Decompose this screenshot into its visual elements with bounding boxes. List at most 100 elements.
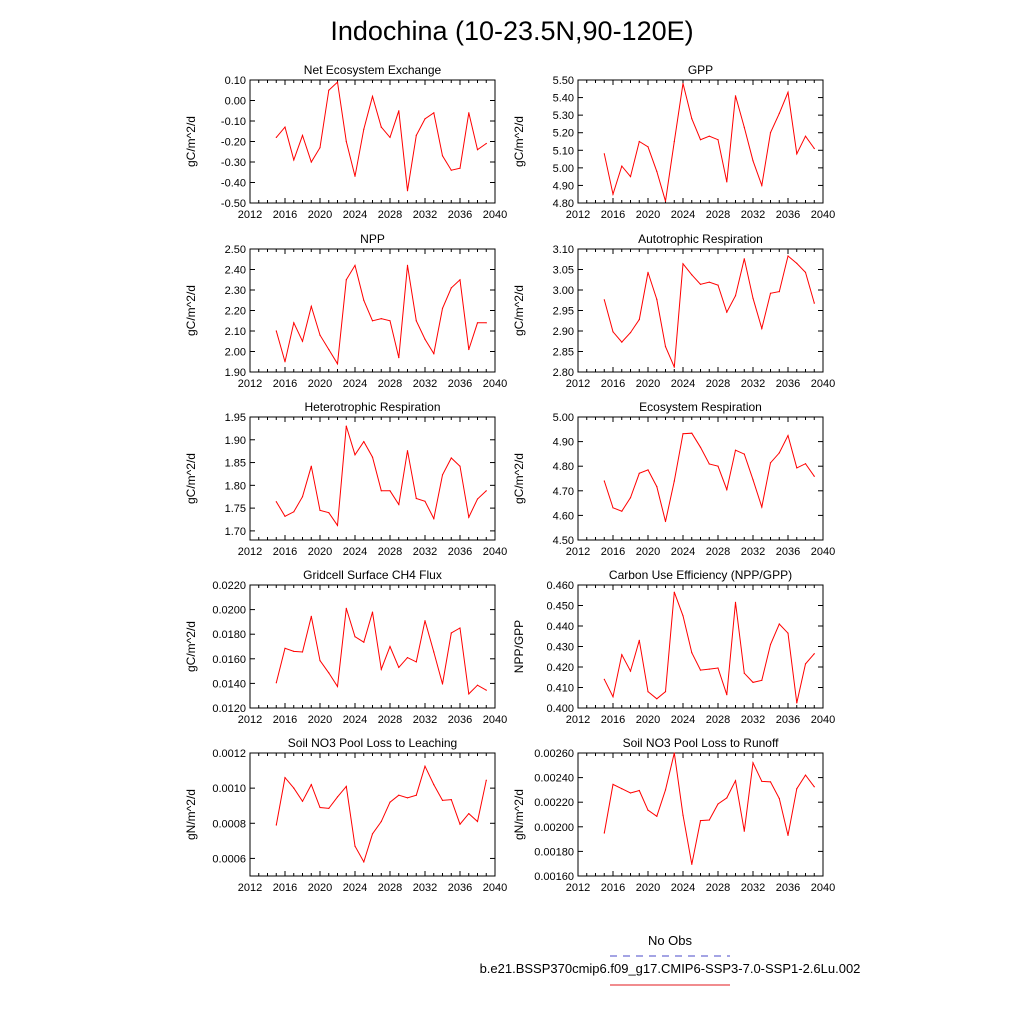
data-point bbox=[769, 462, 772, 464]
data-point bbox=[682, 82, 684, 85]
y-tick-label: 0.0120 bbox=[212, 703, 246, 715]
data-point bbox=[699, 139, 702, 141]
data-point bbox=[734, 449, 737, 451]
data-point bbox=[275, 501, 277, 503]
x-tick-label: 2016 bbox=[601, 209, 625, 221]
data-point bbox=[647, 271, 649, 273]
data-point bbox=[647, 469, 649, 471]
data-point bbox=[389, 136, 391, 138]
data-point bbox=[450, 169, 452, 171]
y-tick-label: 4.60 bbox=[553, 510, 574, 522]
y-tick-label: -0.40 bbox=[221, 178, 246, 190]
data-point bbox=[621, 510, 623, 512]
data-point bbox=[629, 497, 632, 499]
data-point bbox=[380, 318, 382, 320]
y-tick-label: 0.0200 bbox=[212, 605, 246, 617]
y-tick-label: 4.50 bbox=[553, 535, 574, 547]
data-point bbox=[638, 140, 640, 143]
x-tick-label: 2012 bbox=[566, 714, 590, 726]
x-tick-label: 2012 bbox=[566, 378, 590, 390]
data-point bbox=[664, 789, 667, 791]
data-point bbox=[398, 666, 400, 669]
data-point bbox=[752, 479, 754, 481]
data-point bbox=[363, 441, 365, 443]
data-point bbox=[621, 654, 623, 656]
data-point bbox=[813, 786, 815, 788]
data-point bbox=[424, 620, 426, 622]
data-point bbox=[638, 789, 640, 792]
x-tick-label: 2020 bbox=[636, 378, 660, 390]
data-point bbox=[406, 264, 409, 266]
y-tick-label: -0.20 bbox=[221, 137, 246, 149]
x-tick-label: 2012 bbox=[566, 546, 590, 558]
x-tick-label: 2024 bbox=[343, 378, 367, 390]
data-point bbox=[450, 287, 452, 289]
chart-panel: Net Ecosystem Exchange 2012 2016 2020 2024 20… bbox=[184, 63, 507, 221]
series-line bbox=[275, 764, 487, 864]
data-point bbox=[682, 433, 684, 435]
data-point bbox=[787, 834, 789, 837]
data-point bbox=[647, 809, 649, 811]
data-point bbox=[717, 139, 719, 141]
y-tick-label: 4.90 bbox=[553, 180, 574, 192]
data-point bbox=[433, 784, 435, 786]
y-tick-label: 2.80 bbox=[553, 367, 574, 379]
x-tick-label: 2024 bbox=[671, 882, 695, 894]
x-tick-label: 2024 bbox=[671, 546, 695, 558]
data-point bbox=[424, 500, 426, 502]
data-point bbox=[603, 678, 605, 680]
data-point bbox=[629, 670, 632, 672]
y-tick-label: 3.05 bbox=[553, 265, 574, 277]
data-point bbox=[459, 279, 461, 281]
data-point bbox=[485, 689, 487, 691]
x-tick-label: 2032 bbox=[413, 714, 437, 726]
data-point bbox=[363, 641, 365, 643]
y-tick-label: 1.70 bbox=[225, 526, 246, 538]
y-tick-label: 2.40 bbox=[225, 265, 246, 277]
data-point bbox=[804, 774, 807, 776]
data-point bbox=[656, 486, 658, 488]
data-point bbox=[476, 684, 479, 686]
data-point bbox=[275, 824, 277, 826]
data-point bbox=[778, 623, 780, 625]
data-point bbox=[621, 341, 623, 343]
x-tick-label: 2020 bbox=[636, 882, 660, 894]
data-point bbox=[485, 142, 487, 145]
data-point bbox=[734, 95, 737, 97]
x-tick-label: 2012 bbox=[238, 546, 262, 558]
x-tick-label: 2040 bbox=[811, 378, 835, 390]
data-point bbox=[319, 806, 321, 809]
y-tick-label: 5.00 bbox=[553, 412, 574, 424]
x-tick-label: 2012 bbox=[238, 882, 262, 894]
data-point bbox=[380, 126, 382, 128]
data-point bbox=[752, 681, 754, 684]
x-tick-label: 2028 bbox=[378, 378, 402, 390]
x-tick-label: 2012 bbox=[238, 209, 262, 221]
data-point bbox=[734, 295, 737, 297]
x-tick-label: 2040 bbox=[483, 546, 507, 558]
data-point bbox=[603, 832, 605, 834]
data-point bbox=[476, 149, 479, 151]
chart-panel: Ecosystem Respiration 2012 2016 2020 2024 202… bbox=[512, 400, 835, 558]
x-tick-label: 2028 bbox=[706, 378, 730, 390]
data-point bbox=[769, 643, 772, 646]
data-point bbox=[787, 91, 789, 93]
data-point bbox=[284, 126, 286, 128]
data-point bbox=[433, 112, 435, 114]
x-tick-label: 2028 bbox=[378, 546, 402, 558]
data-point bbox=[424, 765, 426, 767]
y-axis-label: gC/m^2/d bbox=[184, 285, 198, 336]
data-point bbox=[371, 320, 374, 322]
y-tick-label: 0.0140 bbox=[212, 678, 246, 690]
y-tick-label: 5.50 bbox=[553, 75, 574, 87]
x-tick-label: 2036 bbox=[776, 714, 800, 726]
panel-title: Autotrophic Respiration bbox=[638, 232, 763, 246]
y-tick-label: 0.0010 bbox=[212, 783, 246, 795]
data-point bbox=[433, 518, 435, 520]
x-tick-label: 2016 bbox=[601, 714, 625, 726]
data-point bbox=[371, 456, 374, 458]
y-tick-label: 0.00160 bbox=[534, 871, 574, 883]
y-tick-label: 0.430 bbox=[546, 642, 574, 654]
data-point bbox=[691, 118, 693, 120]
